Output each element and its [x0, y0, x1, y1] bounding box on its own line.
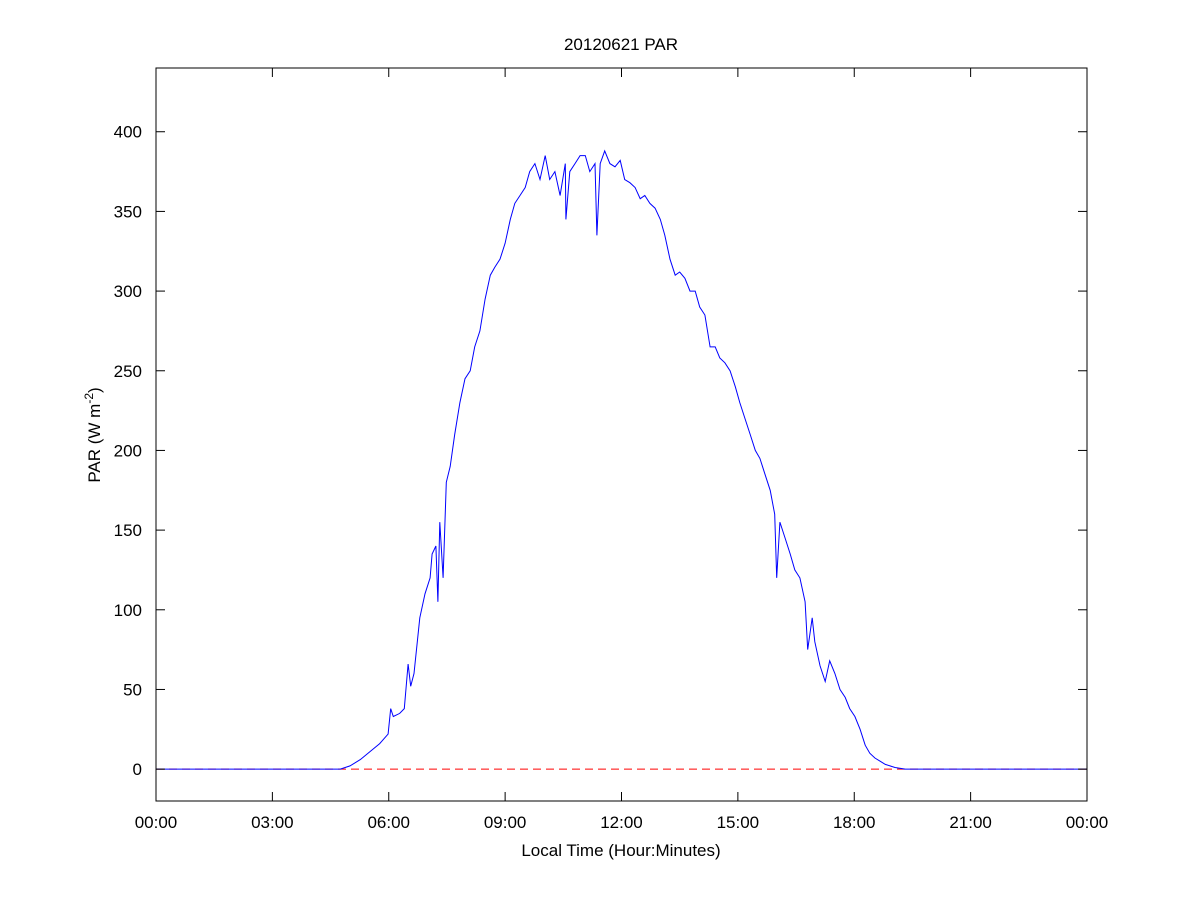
y-axis-label-main: PAR (W m	[85, 404, 104, 483]
par-series-line	[156, 149, 1087, 770]
y-tick-label: 300	[114, 282, 142, 301]
chart-title: 20120621 PAR	[564, 35, 678, 54]
y-tick-label: 200	[114, 441, 142, 460]
x-tick-label: 12:00	[600, 813, 643, 832]
y-axis-label-superscript: -2	[82, 393, 96, 404]
y-tick-label: 50	[123, 680, 142, 699]
x-tick-label: 00:00	[1066, 813, 1109, 832]
x-tick-label: 00:00	[135, 813, 178, 832]
x-tick-label: 15:00	[717, 813, 760, 832]
x-tick-label: 21:00	[949, 813, 992, 832]
y-tick-label: 100	[114, 601, 142, 620]
y-tick-label: 0	[133, 760, 142, 779]
x-tick-label: 03:00	[251, 813, 294, 832]
y-tick-label: 150	[114, 521, 142, 540]
x-tick-label: 18:00	[833, 813, 876, 832]
y-axis-label-suffix: )	[85, 387, 104, 393]
y-tick-label: 350	[114, 202, 142, 221]
y-tick-label: 250	[114, 362, 142, 381]
y-tick-label: 400	[114, 123, 142, 142]
x-tick-label: 09:00	[484, 813, 527, 832]
x-tick-label: 06:00	[367, 813, 410, 832]
y-axis-label: PAR (W m-2)	[82, 387, 104, 482]
x-axis-label: Local Time (Hour:Minutes)	[521, 841, 720, 860]
